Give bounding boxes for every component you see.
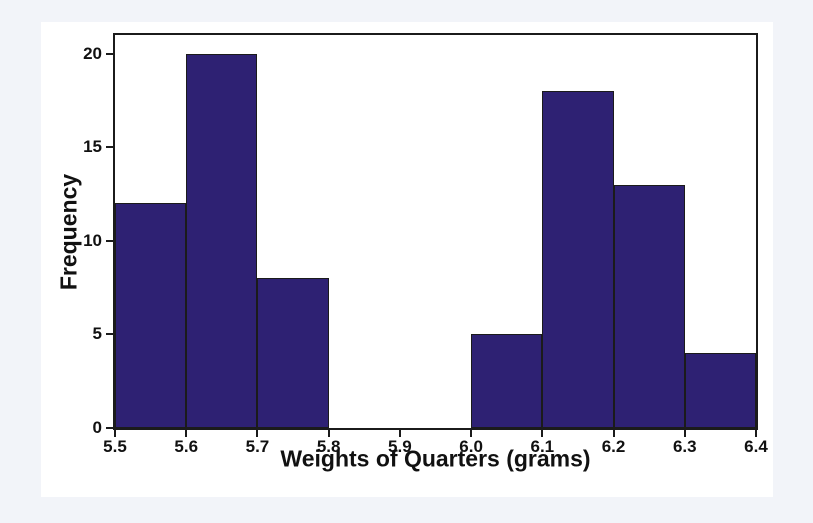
y-tick-label: 15 [83, 137, 102, 157]
y-tick-mark [106, 333, 113, 336]
x-tick-mark [327, 430, 330, 437]
x-tick-label: 6.1 [530, 437, 555, 456]
x-tick-label: 6.3 [672, 437, 697, 456]
histogram-bar-6.0 [471, 334, 543, 428]
x-tick-mark [114, 430, 116, 437]
histogram-bar-5.7 [257, 278, 329, 428]
y-tick-label: 5 [92, 324, 102, 344]
histogram-bar-6.2 [613, 184, 685, 428]
x-tick-label: 5.8 [316, 437, 341, 456]
x-tick-mark [683, 430, 686, 437]
x-tick-mark [541, 430, 544, 437]
y-tick-mark [106, 427, 113, 429]
x-tick-mark [612, 430, 615, 437]
histogram-bar-5.5 [115, 203, 187, 428]
x-tick-label: 5.9 [388, 437, 412, 456]
y-tick-label: 0 [92, 418, 102, 437]
y-tick-mark [106, 146, 113, 149]
histogram-bar-5.6 [186, 53, 258, 428]
x-tick-label: 6.0 [459, 437, 483, 456]
x-tick-label: 5.5 [103, 437, 127, 456]
y-tick-mark [106, 52, 113, 55]
x-tick-mark [185, 430, 188, 437]
x-tick-mark [398, 430, 401, 437]
histogram-bar-6.3 [684, 353, 756, 428]
y-tick-label: 10 [83, 230, 102, 250]
x-tick-label: 6.2 [601, 437, 626, 456]
x-tick-mark [755, 430, 757, 437]
y-tick-label: 20 [83, 43, 102, 63]
x-tick-label: 6.4 [744, 437, 768, 456]
x-tick-mark [470, 430, 473, 437]
histogram-bar-6.1 [542, 91, 614, 428]
x-tick-mark [256, 430, 259, 437]
y-tick-mark [106, 239, 113, 242]
x-tick-label: 5.7 [245, 437, 270, 456]
x-tick-label: 5.6 [174, 437, 199, 456]
x-axis-title: Weights of Quarters (grams) [280, 445, 591, 472]
